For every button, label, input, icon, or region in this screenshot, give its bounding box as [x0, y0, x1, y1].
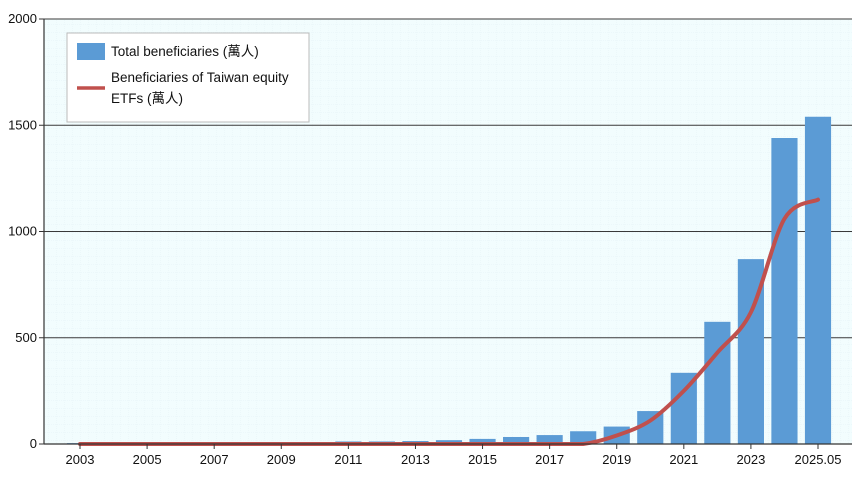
- legend-label-taiwan-etf-line2: ETFs (萬人): [111, 91, 183, 106]
- legend: Total beneficiaries (萬人) Beneficiaries o…: [66, 32, 310, 123]
- x-tick-label: 2021: [669, 452, 698, 467]
- y-tick-label: 2000: [8, 11, 37, 26]
- x-tick-label: 2015: [468, 452, 497, 467]
- y-axis-ticks: 0 500 1000 1500 2000: [8, 11, 44, 451]
- bar: [670, 372, 697, 444]
- y-tick-label: 1000: [8, 224, 37, 239]
- x-tick-label: 2017: [535, 452, 564, 467]
- x-tick-label: 2019: [602, 452, 631, 467]
- bar: [804, 116, 832, 444]
- bar: [503, 436, 530, 444]
- bar: [469, 438, 496, 444]
- y-tick-label: 500: [15, 330, 37, 345]
- x-tick-label: 2005: [133, 452, 162, 467]
- x-tick-label: 2023: [736, 452, 765, 467]
- y-tick-label: 0: [30, 436, 37, 451]
- x-tick-label: 2003: [66, 452, 95, 467]
- legend-label-taiwan-etf-line1: Beneficiaries of Taiwan equity: [111, 70, 289, 85]
- legend-label-total: Total beneficiaries (萬人): [111, 44, 259, 59]
- x-tick-label: 2013: [401, 452, 430, 467]
- x-tick-label: 2011: [334, 452, 362, 467]
- bar: [704, 321, 731, 444]
- x-axis-ticks: 2003 2005 2007 2009 2011 2013 2015 2017 2019 2021…: [66, 444, 842, 467]
- bar: [536, 435, 563, 444]
- bar: [570, 431, 597, 444]
- y-tick-label: 1500: [8, 117, 37, 132]
- legend-box: [66, 32, 310, 123]
- x-tick-label: 2025.05: [795, 452, 842, 467]
- bar: [771, 138, 798, 444]
- x-tick-label: 2009: [267, 452, 296, 467]
- legend-swatch-total: [77, 43, 105, 60]
- x-tick-label: 2007: [200, 452, 229, 467]
